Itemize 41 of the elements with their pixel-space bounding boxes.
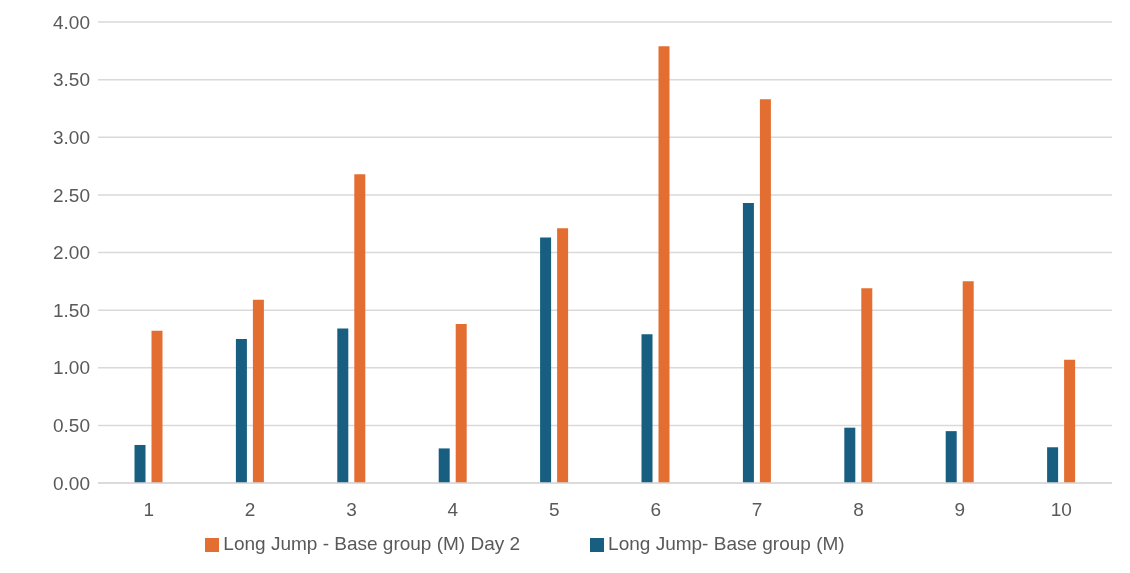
bar xyxy=(354,174,366,483)
bar xyxy=(742,202,754,483)
bar xyxy=(844,427,856,483)
bar xyxy=(658,46,670,483)
x-tick-label: 3 xyxy=(346,499,357,521)
x-tick-label: 1 xyxy=(143,499,154,521)
bar xyxy=(759,99,771,483)
y-tick-label: 2.00 xyxy=(53,242,90,264)
x-tick-label: 8 xyxy=(853,499,864,521)
x-tick-label: 7 xyxy=(751,499,763,521)
legend-label: Long Jump - Base group (M) Day 2 xyxy=(223,533,521,554)
bar xyxy=(945,431,957,483)
bar xyxy=(438,448,450,483)
y-tick-label: 1.50 xyxy=(53,299,90,321)
bar xyxy=(962,281,974,483)
y-tick-label: 4.00 xyxy=(53,11,90,33)
bar xyxy=(151,330,163,483)
y-tick-label: 2.50 xyxy=(53,184,90,206)
y-tick-label: 3.50 xyxy=(53,69,90,91)
x-tick-label: 4 xyxy=(447,499,459,521)
bar xyxy=(1064,359,1076,483)
x-tick-label: 9 xyxy=(954,499,966,521)
bar xyxy=(540,237,552,483)
bar xyxy=(252,299,264,483)
legend-label: Long Jump- Base group (M) xyxy=(608,533,845,554)
x-tick-label: 2 xyxy=(244,499,256,521)
bar xyxy=(134,444,146,483)
bar xyxy=(641,334,653,483)
bar xyxy=(337,328,349,483)
x-tick-label: 10 xyxy=(1050,499,1072,521)
y-tick-label: 0.00 xyxy=(53,472,90,494)
y-tick-label: 1.00 xyxy=(53,357,90,379)
bar xyxy=(1047,447,1059,483)
y-tick-label: 0.50 xyxy=(53,415,90,437)
bar xyxy=(235,338,247,483)
y-tick-label: 3.00 xyxy=(53,126,90,148)
bar xyxy=(557,228,569,483)
bar xyxy=(455,323,467,483)
x-tick-label: 5 xyxy=(549,499,560,521)
bar xyxy=(861,288,873,483)
x-tick-label: 6 xyxy=(650,499,661,521)
